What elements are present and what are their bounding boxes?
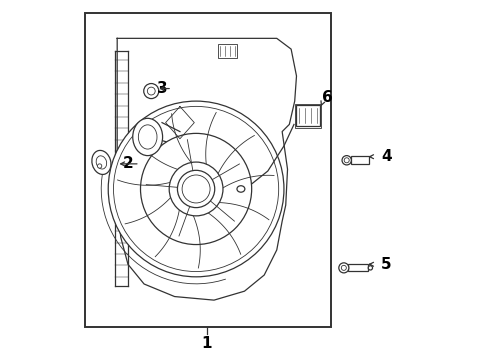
Bar	[351, 156, 368, 164]
Circle shape	[143, 84, 159, 99]
Circle shape	[113, 106, 278, 271]
Text: 2: 2	[122, 156, 133, 171]
Circle shape	[97, 164, 102, 168]
Bar	[348, 264, 367, 271]
Circle shape	[344, 158, 348, 163]
Ellipse shape	[138, 125, 157, 149]
Bar	[296, 105, 319, 126]
Circle shape	[169, 162, 223, 216]
Circle shape	[179, 172, 213, 206]
Bar	[217, 44, 237, 58]
Circle shape	[140, 134, 251, 244]
Circle shape	[108, 101, 284, 277]
Circle shape	[367, 266, 372, 270]
Text: 5: 5	[380, 257, 391, 272]
Ellipse shape	[177, 170, 214, 208]
Ellipse shape	[96, 156, 106, 169]
Ellipse shape	[132, 118, 163, 156]
Text: 3: 3	[156, 81, 167, 96]
Circle shape	[341, 156, 351, 165]
Ellipse shape	[182, 175, 210, 203]
Text: 6: 6	[321, 90, 332, 105]
Text: 4: 4	[380, 149, 391, 164]
Bar	[294, 104, 321, 128]
Bar	[85, 13, 330, 327]
Ellipse shape	[92, 150, 111, 175]
Circle shape	[147, 87, 155, 95]
Ellipse shape	[237, 186, 244, 192]
Circle shape	[338, 263, 348, 273]
Circle shape	[341, 265, 346, 270]
Text: 1: 1	[201, 336, 212, 351]
